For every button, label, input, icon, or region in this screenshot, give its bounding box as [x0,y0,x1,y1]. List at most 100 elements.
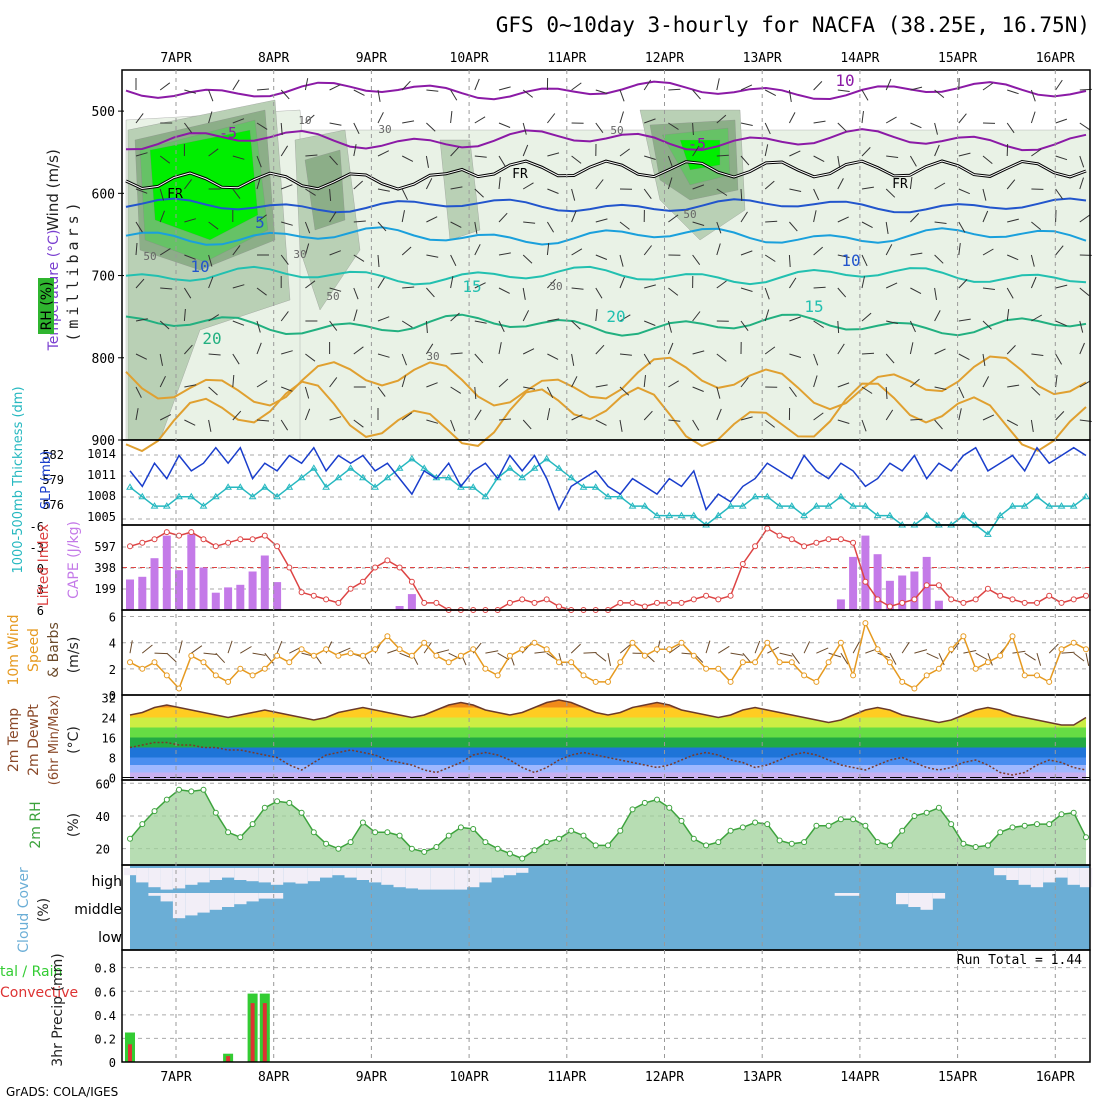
contour-label: 50 [326,290,339,303]
rh2m-point [299,810,304,815]
wind10m-barb [1061,652,1074,653]
wind10m-barb [216,653,225,663]
cloud-clear-cell [394,868,406,887]
wind10m-barb [1037,653,1041,666]
slp-tick: 1005 [87,510,116,524]
cloud-level-label: high [91,874,122,890]
wind-speed-point [483,666,488,671]
contour-label: -5 [688,135,706,153]
lifted-index-point [1059,600,1064,605]
wind-barb [1080,123,1090,130]
wind-speed-point [679,640,684,645]
date-label-bottom: 9APR [356,1070,387,1085]
contour-label: 15 [462,277,481,296]
wind-speed-point [606,679,611,684]
cloud-clear-cell [933,893,945,899]
rh2m-point [373,830,378,835]
date-label-bottom: 12APR [645,1070,684,1085]
cloud-clear-cell [246,893,258,901]
lifted-index-point [936,583,941,588]
wind10m-barb [485,651,498,653]
rh2m-point [887,843,892,848]
cloud-clear-cell [455,868,467,890]
contour-label: 50 [610,124,623,137]
wind-barb [741,123,753,126]
rh2m-point [667,805,672,810]
wind-tick: 4 [109,637,116,651]
lifted-index-point [728,593,733,598]
contour-label: 50 [143,250,156,263]
lifted-index-point [875,597,880,602]
rh2m-point [1035,822,1040,827]
rh2m-point [765,822,770,827]
lifted-index-point [1047,593,1052,598]
cape-bar [837,599,845,610]
cloud-clear-cell [136,868,148,882]
wind-speed-point [777,660,782,665]
wind10m-barb [718,646,729,653]
contour-label: 30 [549,280,562,293]
rh2m-point [557,836,562,841]
rh2m-point [287,800,292,805]
temp-tick: 16 [102,732,116,746]
wind-tick: 6 [109,611,116,625]
precip-tick: 0.4 [94,1009,116,1023]
rh2m-point [973,845,978,850]
cloud-clear-cell [492,868,504,878]
slp-tick: 1008 [87,489,116,503]
rh2m-point [507,851,512,856]
rh2m-point [128,836,133,841]
wind-speed-point [1071,640,1076,645]
lifted-index-point [213,544,218,549]
precip-tick: 0 [109,1056,116,1070]
lifted-index-point [409,579,414,584]
rh2m-point [961,841,966,846]
wind-speed-point [691,653,696,658]
rh2m-point [777,838,782,843]
rh2m-point [471,827,476,832]
rh2m-point [728,828,733,833]
rh2m-point [1071,810,1076,815]
lifted-index-point [863,579,868,584]
lifted-index-point [201,537,206,542]
rh2m-point [691,836,696,841]
temp2m-axis-label-1: 2m Temp [6,708,22,772]
lifted-index-point [618,600,623,605]
wind-speed-point [471,647,476,652]
wind10m-axis-unit: (m/s) [66,637,82,674]
cloud-clear-cell [210,893,222,910]
upper-axis-titles: Wind (m/s) Temperature (°C) RH (%) (mill… [38,149,82,351]
contour-label: 15 [804,297,823,316]
wind-barb [862,90,868,100]
cloud-clear-cell [1043,868,1055,882]
wind-speed-point [311,653,316,658]
rh2m-point [409,846,414,851]
cloud-clear-cell [896,893,908,904]
cloud-level-label: low [98,930,122,946]
wind-speed-point [1010,634,1015,639]
rh2m-point [642,800,647,805]
contour-label: 10 [835,71,854,90]
wind-speed-point [250,673,255,678]
date-label-top: 12APR [645,51,684,66]
wind-barb [402,121,414,123]
date-label-bottom: 8APR [258,1070,289,1085]
wind-barb [886,79,891,90]
rh2m-point [789,841,794,846]
rh2m-point [520,856,525,861]
rh2m-point [630,807,635,812]
wind10m-barb [1049,644,1058,653]
cloud-clear-cell [283,868,295,882]
contour-label: FR [512,167,528,182]
cloud-clear-cell [185,893,197,915]
lifted-index-point [128,544,133,549]
wind-speed-point [140,666,145,671]
cloud-clear-cell [271,893,283,899]
cape-bar [261,556,269,611]
wind-speed-point [753,660,758,665]
wind10m-barb [1025,653,1036,660]
cloud-clear-cell [1068,868,1080,885]
contour-label: 20 [202,329,221,348]
